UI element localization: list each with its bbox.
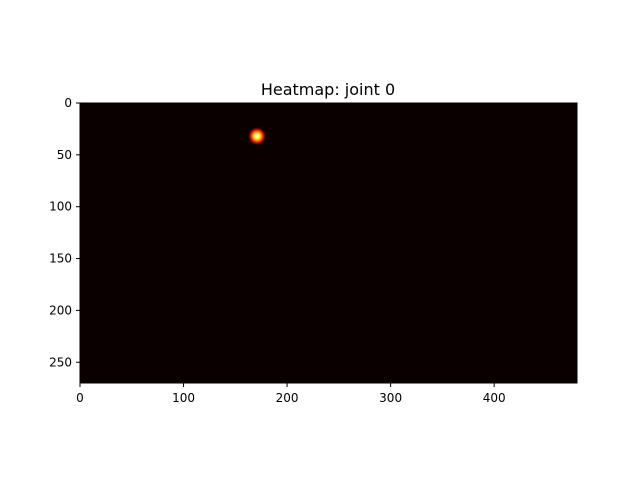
y-axis: 0 50 100 150 200 250 xyxy=(49,96,80,369)
y-tick-label: 50 xyxy=(57,148,72,162)
x-axis: 0 100 200 300 400 xyxy=(76,383,506,405)
y-tick-label: 0 xyxy=(64,96,72,110)
axes-frame xyxy=(79,102,578,384)
y-tick-label: 250 xyxy=(49,355,72,369)
y-tick-label: 200 xyxy=(49,303,72,317)
chart-title: Heatmap: joint 0 xyxy=(261,80,395,99)
x-tick-label: 200 xyxy=(276,391,299,405)
y-tick-label: 150 xyxy=(49,252,72,266)
heatmap-peak xyxy=(247,126,267,146)
x-tick-label: 300 xyxy=(379,391,402,405)
y-tick-label: 100 xyxy=(49,200,72,214)
x-tick-label: 400 xyxy=(483,391,506,405)
heatmap-area xyxy=(80,103,577,383)
x-tick-label: 100 xyxy=(172,391,195,405)
axes-border xyxy=(79,102,578,384)
x-tick-label: 0 xyxy=(76,391,84,405)
